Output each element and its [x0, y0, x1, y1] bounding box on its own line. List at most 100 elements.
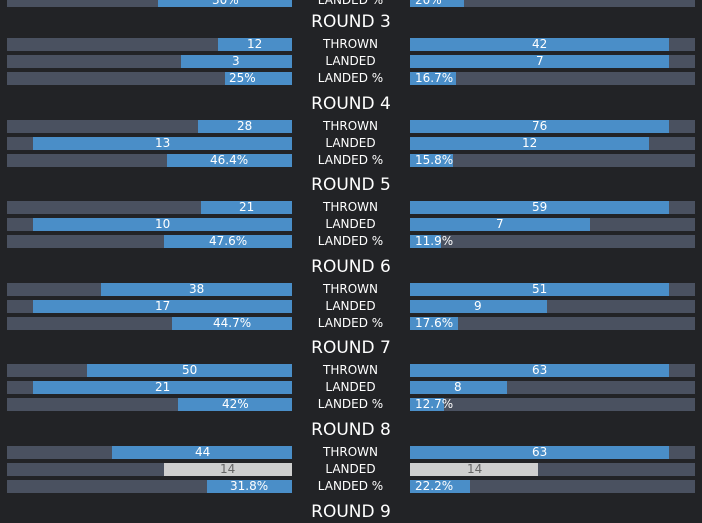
right-2-bar [410, 55, 670, 68]
right-3-track: 12.7% [410, 398, 695, 411]
right-2-track: 9 [410, 300, 695, 313]
right-2-bar [410, 463, 539, 476]
stat-label: THROWN [323, 282, 378, 296]
stat-label: LANDED [325, 380, 376, 394]
partial-stat-label: LANDED % [317, 0, 384, 7]
right-3-bar [410, 317, 459, 330]
right-1-bar [410, 38, 670, 51]
left-1-bar [200, 201, 292, 214]
right-3-bar [410, 235, 442, 248]
right-2-track: 12 [410, 137, 695, 150]
partial-right-track: 20% [410, 0, 695, 7]
left-1-value: 50 [182, 363, 198, 377]
right-1-value: 42 [532, 37, 548, 51]
stat-label: THROWN [323, 37, 378, 51]
left-1-track: 44 [7, 446, 292, 459]
left-1-bar [101, 283, 292, 296]
left-2-value: 17 [155, 299, 171, 313]
left-2-bar [163, 463, 292, 476]
right-1-track: 63 [410, 446, 695, 459]
right-1-bar [410, 120, 670, 133]
left-2-value: 10 [155, 217, 171, 231]
right-2-bar [410, 300, 547, 313]
partial-left-bar [158, 0, 292, 7]
left-2-track: 14 [7, 463, 292, 476]
right-3-value: 22.2% [415, 479, 454, 493]
right-2-track: 14 [410, 463, 695, 476]
left-3-bar [225, 72, 292, 85]
stat-label: LANDED [325, 299, 376, 313]
right-3-track: 15.8% [410, 154, 695, 167]
left-3-track: 47.6% [7, 235, 292, 248]
stat-label: LANDED [325, 54, 376, 68]
left-2-value: 13 [155, 136, 171, 150]
right-2-value: 14 [467, 462, 483, 476]
right-3-bar [410, 480, 470, 493]
right-3-value: 15.8% [415, 153, 454, 167]
right-1-bar [410, 446, 670, 459]
partial-left-track: 30% [7, 0, 292, 7]
left-3-track: 46.4% [7, 154, 292, 167]
right-2-bar [410, 218, 590, 231]
left-1-track: 28 [7, 120, 292, 133]
right-2-track: 7 [410, 218, 695, 231]
right-1-bar [410, 364, 670, 377]
right-1-track: 51 [410, 283, 695, 296]
right-2-value: 8 [454, 380, 462, 394]
right-3-bar [410, 72, 456, 85]
right-2-bar [410, 137, 650, 150]
right-3-bar [410, 398, 445, 411]
left-2-value: 3 [232, 54, 240, 68]
partial-left-value: 30% [212, 0, 239, 7]
round-title: ROUND 8 [311, 420, 391, 440]
right-3-value: 12.7% [415, 397, 454, 411]
right-1-bar [410, 283, 670, 296]
stat-label: LANDED % [317, 71, 384, 85]
round-title-partial: ROUND 9 [311, 501, 391, 522]
round-title: ROUND 3 [311, 12, 391, 32]
stat-label: THROWN [323, 119, 378, 133]
stat-label: LANDED % [317, 397, 384, 411]
left-2-bar [32, 137, 292, 150]
stat-label: LANDED % [317, 234, 384, 248]
left-1-value: 21 [239, 200, 255, 214]
right-1-value: 63 [532, 445, 548, 459]
right-2-value: 9 [474, 299, 482, 313]
stat-label: LANDED % [317, 316, 384, 330]
right-3-track: 22.2% [410, 480, 695, 493]
right-2-value: 7 [536, 54, 544, 68]
left-3-bar [163, 235, 292, 248]
right-3-bar [410, 154, 453, 167]
left-2-value: 14 [220, 462, 236, 476]
left-3-bar [178, 398, 292, 411]
left-1-bar [197, 120, 292, 133]
stat-label: LANDED [325, 217, 376, 231]
left-2-track: 17 [7, 300, 292, 313]
left-3-track: 42% [7, 398, 292, 411]
right-2-value: 12 [522, 136, 538, 150]
right-1-track: 76 [410, 120, 695, 133]
left-3-value: 46.4% [210, 153, 249, 167]
left-3-bar [166, 154, 292, 167]
stat-label: LANDED % [317, 153, 384, 167]
partial-right-value: 20% [415, 0, 442, 7]
right-1-track: 59 [410, 201, 695, 214]
round-title: ROUND 5 [311, 175, 391, 196]
right-2-value: 7 [496, 217, 504, 231]
left-3-track: 44.7% [7, 317, 292, 330]
left-1-value: 38 [189, 282, 205, 296]
right-3-track: 11.9% [410, 235, 695, 248]
left-2-bar [32, 218, 292, 231]
left-1-bar [112, 446, 292, 459]
stat-label: LANDED [325, 136, 376, 150]
right-2-track: 8 [410, 381, 695, 394]
left-3-value: 44.7% [213, 316, 252, 330]
left-1-track: 12 [7, 38, 292, 51]
right-3-value: 17.6% [415, 316, 454, 330]
left-1-value: 28 [237, 119, 253, 133]
left-3-track: 25% [7, 72, 292, 85]
right-1-bar [410, 201, 670, 214]
right-3-value: 11.9% [415, 234, 454, 248]
left-2-track: 13 [7, 137, 292, 150]
left-3-bar [172, 317, 292, 330]
